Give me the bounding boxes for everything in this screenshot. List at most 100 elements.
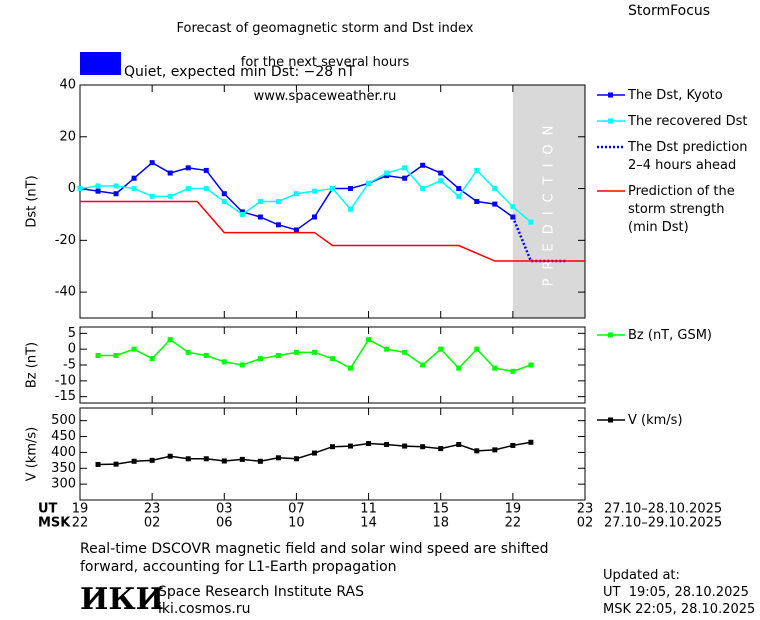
y-tick-label: 0 (68, 342, 76, 357)
marker (293, 227, 299, 233)
y-tick-label: -10 (55, 373, 76, 388)
marker (221, 359, 227, 365)
logo: ИКИ (80, 582, 164, 617)
marker (438, 346, 444, 352)
marker (77, 186, 83, 192)
x-tick-label-msk: 02 (144, 516, 161, 531)
series-line (79, 161, 514, 231)
marker (420, 186, 426, 192)
marker (221, 191, 227, 197)
legend-label: The Dst prediction 2–4 hours ahead (628, 140, 748, 173)
series-line (80, 200, 585, 262)
x-tick-label-msk: 18 (432, 516, 449, 531)
series-line (98, 338, 532, 373)
marker (185, 186, 191, 192)
x-tick-label: 19 (72, 502, 89, 517)
marker (149, 193, 155, 199)
y-tick-label: -15 (55, 389, 76, 404)
marker (95, 188, 101, 194)
marker (348, 186, 354, 192)
marker (203, 353, 209, 358)
legend-label: Prediction of the storm strength (min Ds… (628, 184, 735, 235)
marker (510, 368, 516, 374)
date-range: 27.10–28.10.2025 (604, 502, 722, 517)
title: Forecast of geomagnetic storm and Dst in… (120, 3, 530, 122)
marker (366, 180, 372, 186)
legend-marker (608, 332, 613, 338)
x-tick-label: 23 (577, 502, 594, 517)
legend-marker (608, 118, 613, 124)
marker (330, 186, 335, 192)
marker (167, 337, 173, 343)
marker (167, 170, 173, 176)
marker (185, 165, 191, 171)
y-tick-label: 500 (51, 413, 76, 428)
y-tick-label: 20 (59, 129, 76, 144)
updated-ut: UT 19:05, 28.10.2025 (603, 585, 749, 600)
footnote: Real-time DSCOVR magnetic field and sola… (80, 541, 549, 575)
marker (311, 214, 317, 220)
marker (492, 447, 498, 453)
marker (275, 353, 281, 358)
marker (492, 201, 498, 207)
marker (95, 183, 101, 189)
brand: StormFocus (628, 3, 711, 19)
marker (113, 353, 119, 358)
marker (528, 439, 534, 445)
marker (113, 183, 119, 189)
marker (402, 349, 408, 355)
x-axis-label: UT (38, 502, 58, 517)
plot-frame (79, 407, 586, 501)
marker (293, 191, 299, 197)
updated-label: Updated at: (603, 568, 680, 583)
x-tick-label-msk: 22 (72, 516, 89, 531)
site: iki.cosmos.ru (158, 601, 251, 617)
marker (456, 441, 462, 447)
marker (221, 458, 227, 464)
marker (239, 211, 245, 217)
x-tick-label: 19 (505, 502, 522, 517)
marker (456, 365, 462, 371)
marker (257, 199, 263, 204)
marker (311, 450, 317, 456)
x-tick-label: 23 (144, 502, 161, 517)
x-axis-label: MSK (38, 516, 71, 531)
x-tick-label-msk: 02 (577, 516, 594, 531)
status: Quiet, expected min Dst: −28 nT (124, 64, 356, 80)
marker (257, 458, 263, 464)
x-tick-label-msk: 10 (288, 516, 305, 531)
y-axis-label: Bz (nT) (25, 342, 40, 388)
marker (293, 456, 299, 462)
marker (492, 365, 498, 371)
legend-marker (608, 417, 613, 423)
x-tick-label: 11 (360, 502, 377, 517)
y-tick-label: 300 (51, 477, 76, 492)
marker (348, 206, 354, 212)
marker (203, 186, 209, 192)
marker (366, 441, 372, 447)
title-line: www.spaceweather.ru (253, 89, 397, 104)
legend-label: V (km/s) (628, 413, 683, 428)
marker (149, 160, 155, 166)
marker (149, 356, 155, 362)
x-tick-label-msk: 22 (505, 516, 522, 531)
marker (474, 167, 480, 173)
marker (275, 222, 281, 228)
marker (185, 349, 191, 355)
prediction-region (512, 85, 585, 318)
institute: Space Research Institute RAS (158, 584, 364, 600)
marker (474, 448, 480, 454)
date-range: 27.10–29.10.2025 (604, 516, 722, 531)
prediction-label: PREDICTION (541, 117, 556, 287)
marker (420, 362, 426, 368)
y-axis-label: V (km/s) (25, 427, 40, 482)
marker (474, 346, 480, 352)
y-tick-label: 40 (59, 78, 76, 93)
marker (293, 349, 299, 355)
marker (474, 199, 480, 204)
marker (528, 362, 534, 368)
marker (221, 199, 227, 204)
legend-label: The Dst, Kyoto (628, 88, 723, 103)
marker (113, 461, 119, 467)
x-tick-label: 15 (432, 502, 449, 517)
